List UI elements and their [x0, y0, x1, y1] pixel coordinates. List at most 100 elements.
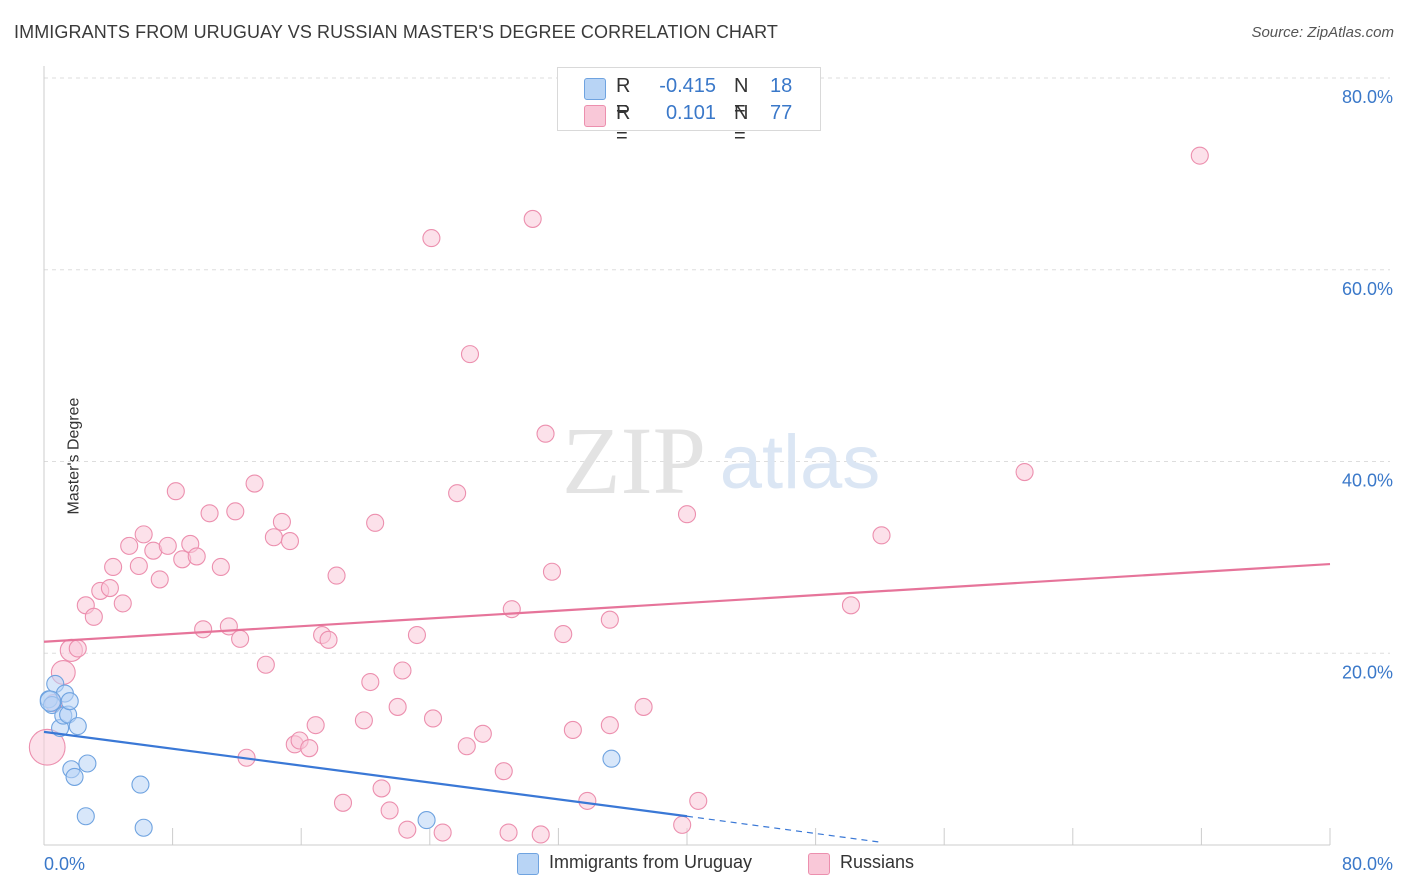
r-value: -0.415 [659, 75, 716, 97]
data-point [300, 739, 319, 758]
data-point [272, 512, 291, 531]
data-point [131, 775, 150, 794]
watermark-atlas: atlas [720, 420, 881, 505]
data-point [689, 791, 708, 810]
data-point [327, 566, 346, 585]
data-point [150, 570, 169, 589]
data-point [84, 607, 103, 626]
r-value: 0.101 [665, 102, 716, 124]
swatch-blue [584, 78, 606, 100]
data-point [280, 532, 299, 551]
data-point [65, 767, 84, 786]
data-point [600, 716, 619, 735]
data-point [433, 823, 452, 842]
data-point [104, 557, 123, 577]
swatch-pink [808, 853, 830, 875]
data-point [554, 625, 573, 644]
data-point [129, 556, 148, 576]
data-point [39, 690, 62, 712]
data-point [68, 639, 87, 658]
data-point [602, 749, 621, 768]
data-point [76, 807, 95, 826]
data-point [677, 505, 697, 524]
n-label: N = [734, 102, 749, 147]
data-point [211, 557, 230, 577]
stats-legend: R = -0.415 N = 18 R = 0.101 N = 77 [557, 67, 821, 147]
trend-line [43, 562, 1331, 643]
data-point [398, 820, 417, 839]
data-point [166, 482, 185, 501]
axes [43, 66, 1331, 846]
data-point [187, 547, 206, 566]
data-point [457, 737, 476, 756]
data-point [423, 709, 443, 728]
y-tick-label: 60.0% [1342, 279, 1393, 299]
trend-line [43, 730, 688, 818]
data-point [673, 815, 692, 834]
data-point [68, 717, 87, 736]
tick-labels: 20.0% 40.0% 60.0% 80.0% 0.0% 80.0% [44, 87, 1393, 874]
data-point [120, 536, 139, 555]
data-point [499, 823, 518, 842]
data-point [366, 513, 385, 532]
data-point [319, 630, 338, 649]
data-point [494, 762, 513, 781]
y-tick-label: 20.0% [1342, 662, 1393, 682]
chart-source: Source: ZipAtlas.com [1251, 24, 1394, 41]
data-point [841, 596, 861, 615]
data-point [100, 579, 119, 598]
watermark-zip: ZIP [562, 407, 706, 514]
data-point [245, 474, 264, 493]
data-point [1190, 146, 1209, 165]
data-point [872, 526, 891, 545]
watermark: ZIP atlas [562, 407, 880, 514]
data-point [28, 728, 66, 766]
swatch-pink [584, 105, 606, 127]
data-point [473, 724, 492, 743]
r-label: R = [616, 75, 631, 120]
data-point [354, 711, 373, 730]
data-point [422, 229, 441, 248]
chart-title: IMMIGRANTS FROM URUGUAY VS RUSSIAN MASTE… [14, 22, 778, 42]
data-point [460, 345, 480, 364]
trend-lines [43, 562, 1331, 843]
series-immigrants-from-uruguay [39, 674, 621, 837]
legend-label: Immigrants from Uruguay [549, 852, 753, 872]
data-point [600, 610, 619, 629]
data-point [634, 697, 653, 716]
gridlines [44, 77, 1390, 654]
data-point [448, 484, 467, 503]
data-point [393, 661, 412, 680]
data-point [1015, 462, 1034, 482]
y-tick-label: 80.0% [1342, 87, 1393, 107]
n-value: 77 [770, 102, 793, 124]
data-point [536, 424, 555, 443]
data-point [231, 629, 250, 648]
data-point [563, 720, 582, 740]
n-label: N = [734, 75, 749, 120]
data-point [361, 672, 380, 692]
data-point [407, 625, 426, 645]
data-point [388, 697, 407, 716]
y-tick-label: 40.0% [1342, 471, 1393, 491]
data-point [380, 801, 399, 820]
swatch-blue [517, 853, 539, 875]
data-point [542, 562, 562, 581]
x-tick-label: 80.0% [1342, 854, 1393, 874]
data-point [134, 818, 153, 837]
data-point [78, 754, 97, 773]
data-point [134, 525, 153, 544]
data-point [194, 620, 213, 639]
data-point [113, 594, 132, 613]
data-point [333, 793, 353, 812]
data-point [531, 825, 550, 844]
data-point [417, 811, 436, 830]
legend-label: Russians [840, 852, 915, 872]
data-point [306, 716, 325, 735]
n-value: 18 [770, 75, 793, 97]
data-point [256, 655, 275, 674]
data-point [60, 692, 79, 711]
series-russians [28, 146, 1209, 844]
data-point [578, 791, 597, 810]
